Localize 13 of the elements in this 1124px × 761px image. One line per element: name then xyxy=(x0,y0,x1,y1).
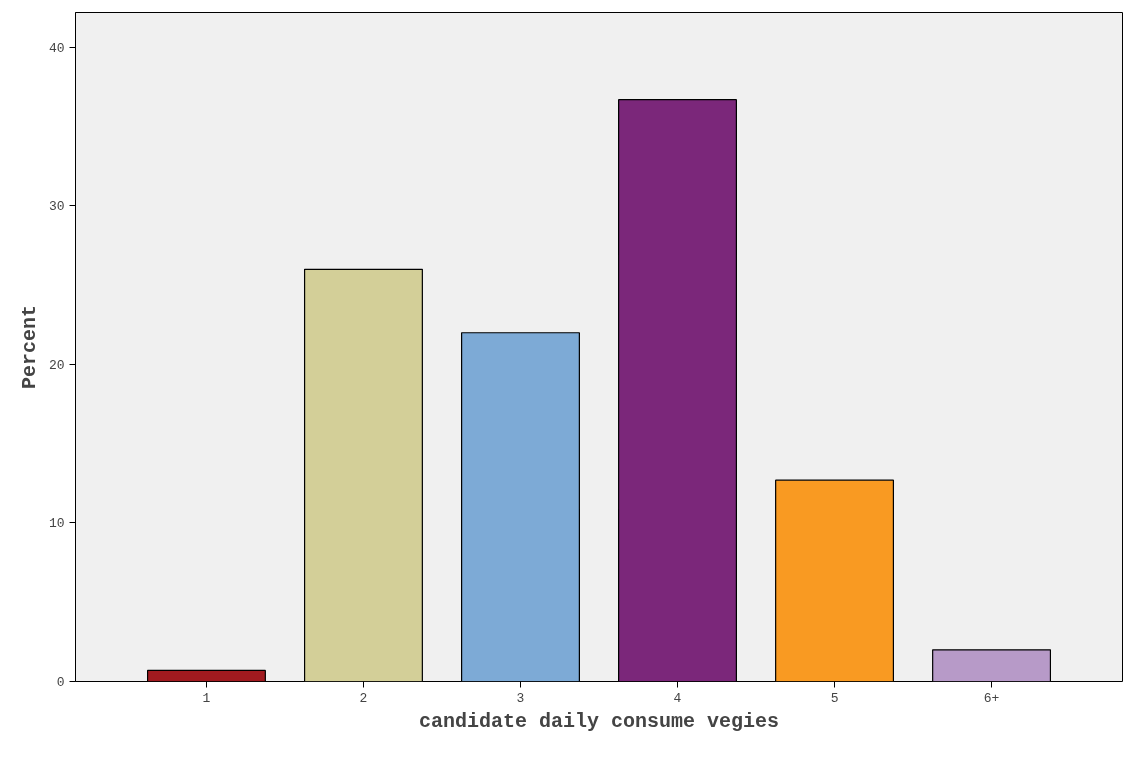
x-tick-label: 1 xyxy=(202,690,211,706)
y-axis-title: Percent xyxy=(17,304,41,390)
y-tick-label: 10 xyxy=(48,516,65,532)
x-tick-label: 4 xyxy=(673,690,682,706)
y-tick-label: 0 xyxy=(56,675,65,690)
x-tick-label: 2 xyxy=(359,690,368,706)
x-axis-title: candidate daily consume vegies xyxy=(418,709,780,733)
x-tick-label: 3 xyxy=(516,690,525,706)
y-tick-label: 30 xyxy=(48,199,65,215)
x-tick-label: 6+ xyxy=(983,690,1000,706)
y-tick-label: 40 xyxy=(48,40,65,56)
y-tick-label: 20 xyxy=(48,357,65,373)
x-tick-label: 5 xyxy=(830,690,839,706)
